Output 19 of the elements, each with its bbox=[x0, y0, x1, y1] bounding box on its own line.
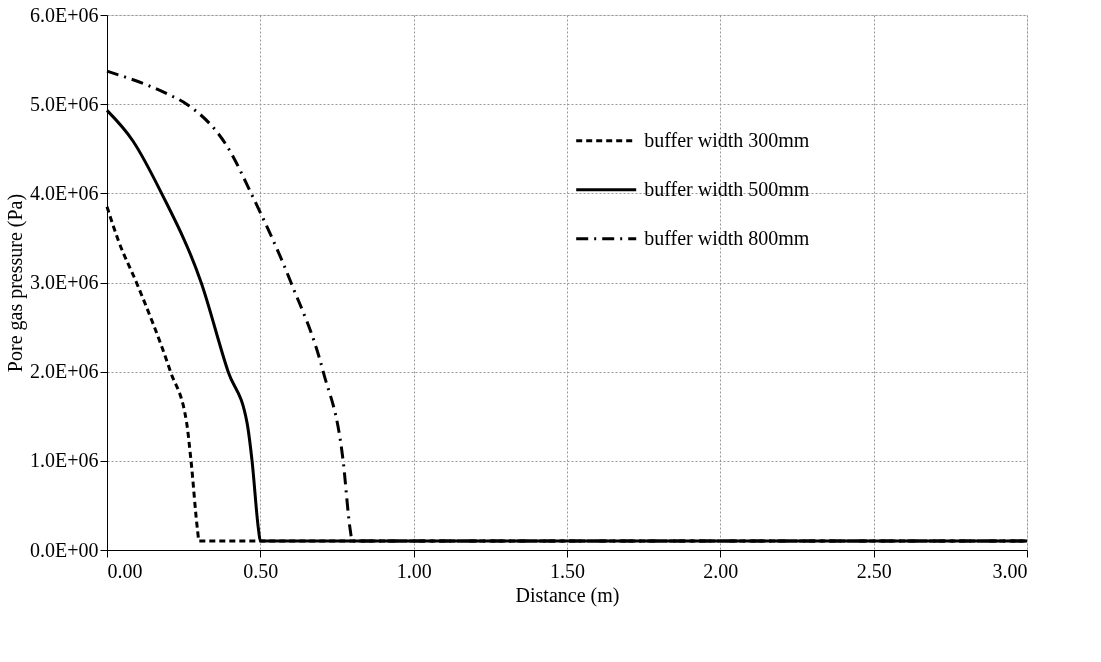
x-tick-label: 2.00 bbox=[703, 559, 739, 582]
y-tick-label: 1.0E+06 bbox=[30, 449, 99, 472]
x-tick-label: 0.50 bbox=[243, 559, 279, 582]
x-tick-label: 2.50 bbox=[856, 559, 892, 582]
y-tick-label: 6.0E+06 bbox=[30, 3, 99, 26]
x-axis-title: Distance (m) bbox=[515, 583, 620, 607]
legend-label: buffer width 800mm bbox=[644, 226, 810, 249]
y-tick-label: 0.0E+00 bbox=[30, 538, 99, 561]
legend-label: buffer width 500mm bbox=[644, 177, 810, 200]
y-tick-label: 4.0E+06 bbox=[30, 181, 99, 204]
legend-label: buffer width 300mm bbox=[644, 128, 810, 151]
y-tick-label: 5.0E+06 bbox=[30, 92, 99, 115]
x-tick-label: 1.50 bbox=[550, 559, 585, 582]
x-tick-label: 1.00 bbox=[396, 559, 432, 582]
y-tick-label: 2.0E+06 bbox=[30, 360, 99, 383]
x-tick-label: 3.00 bbox=[992, 559, 1028, 582]
y-axis-title: Pore gas pressure (Pa) bbox=[4, 193, 27, 373]
x-tick-label: 0.00 bbox=[107, 559, 143, 582]
y-tick-label: 3.0E+06 bbox=[30, 271, 99, 293]
